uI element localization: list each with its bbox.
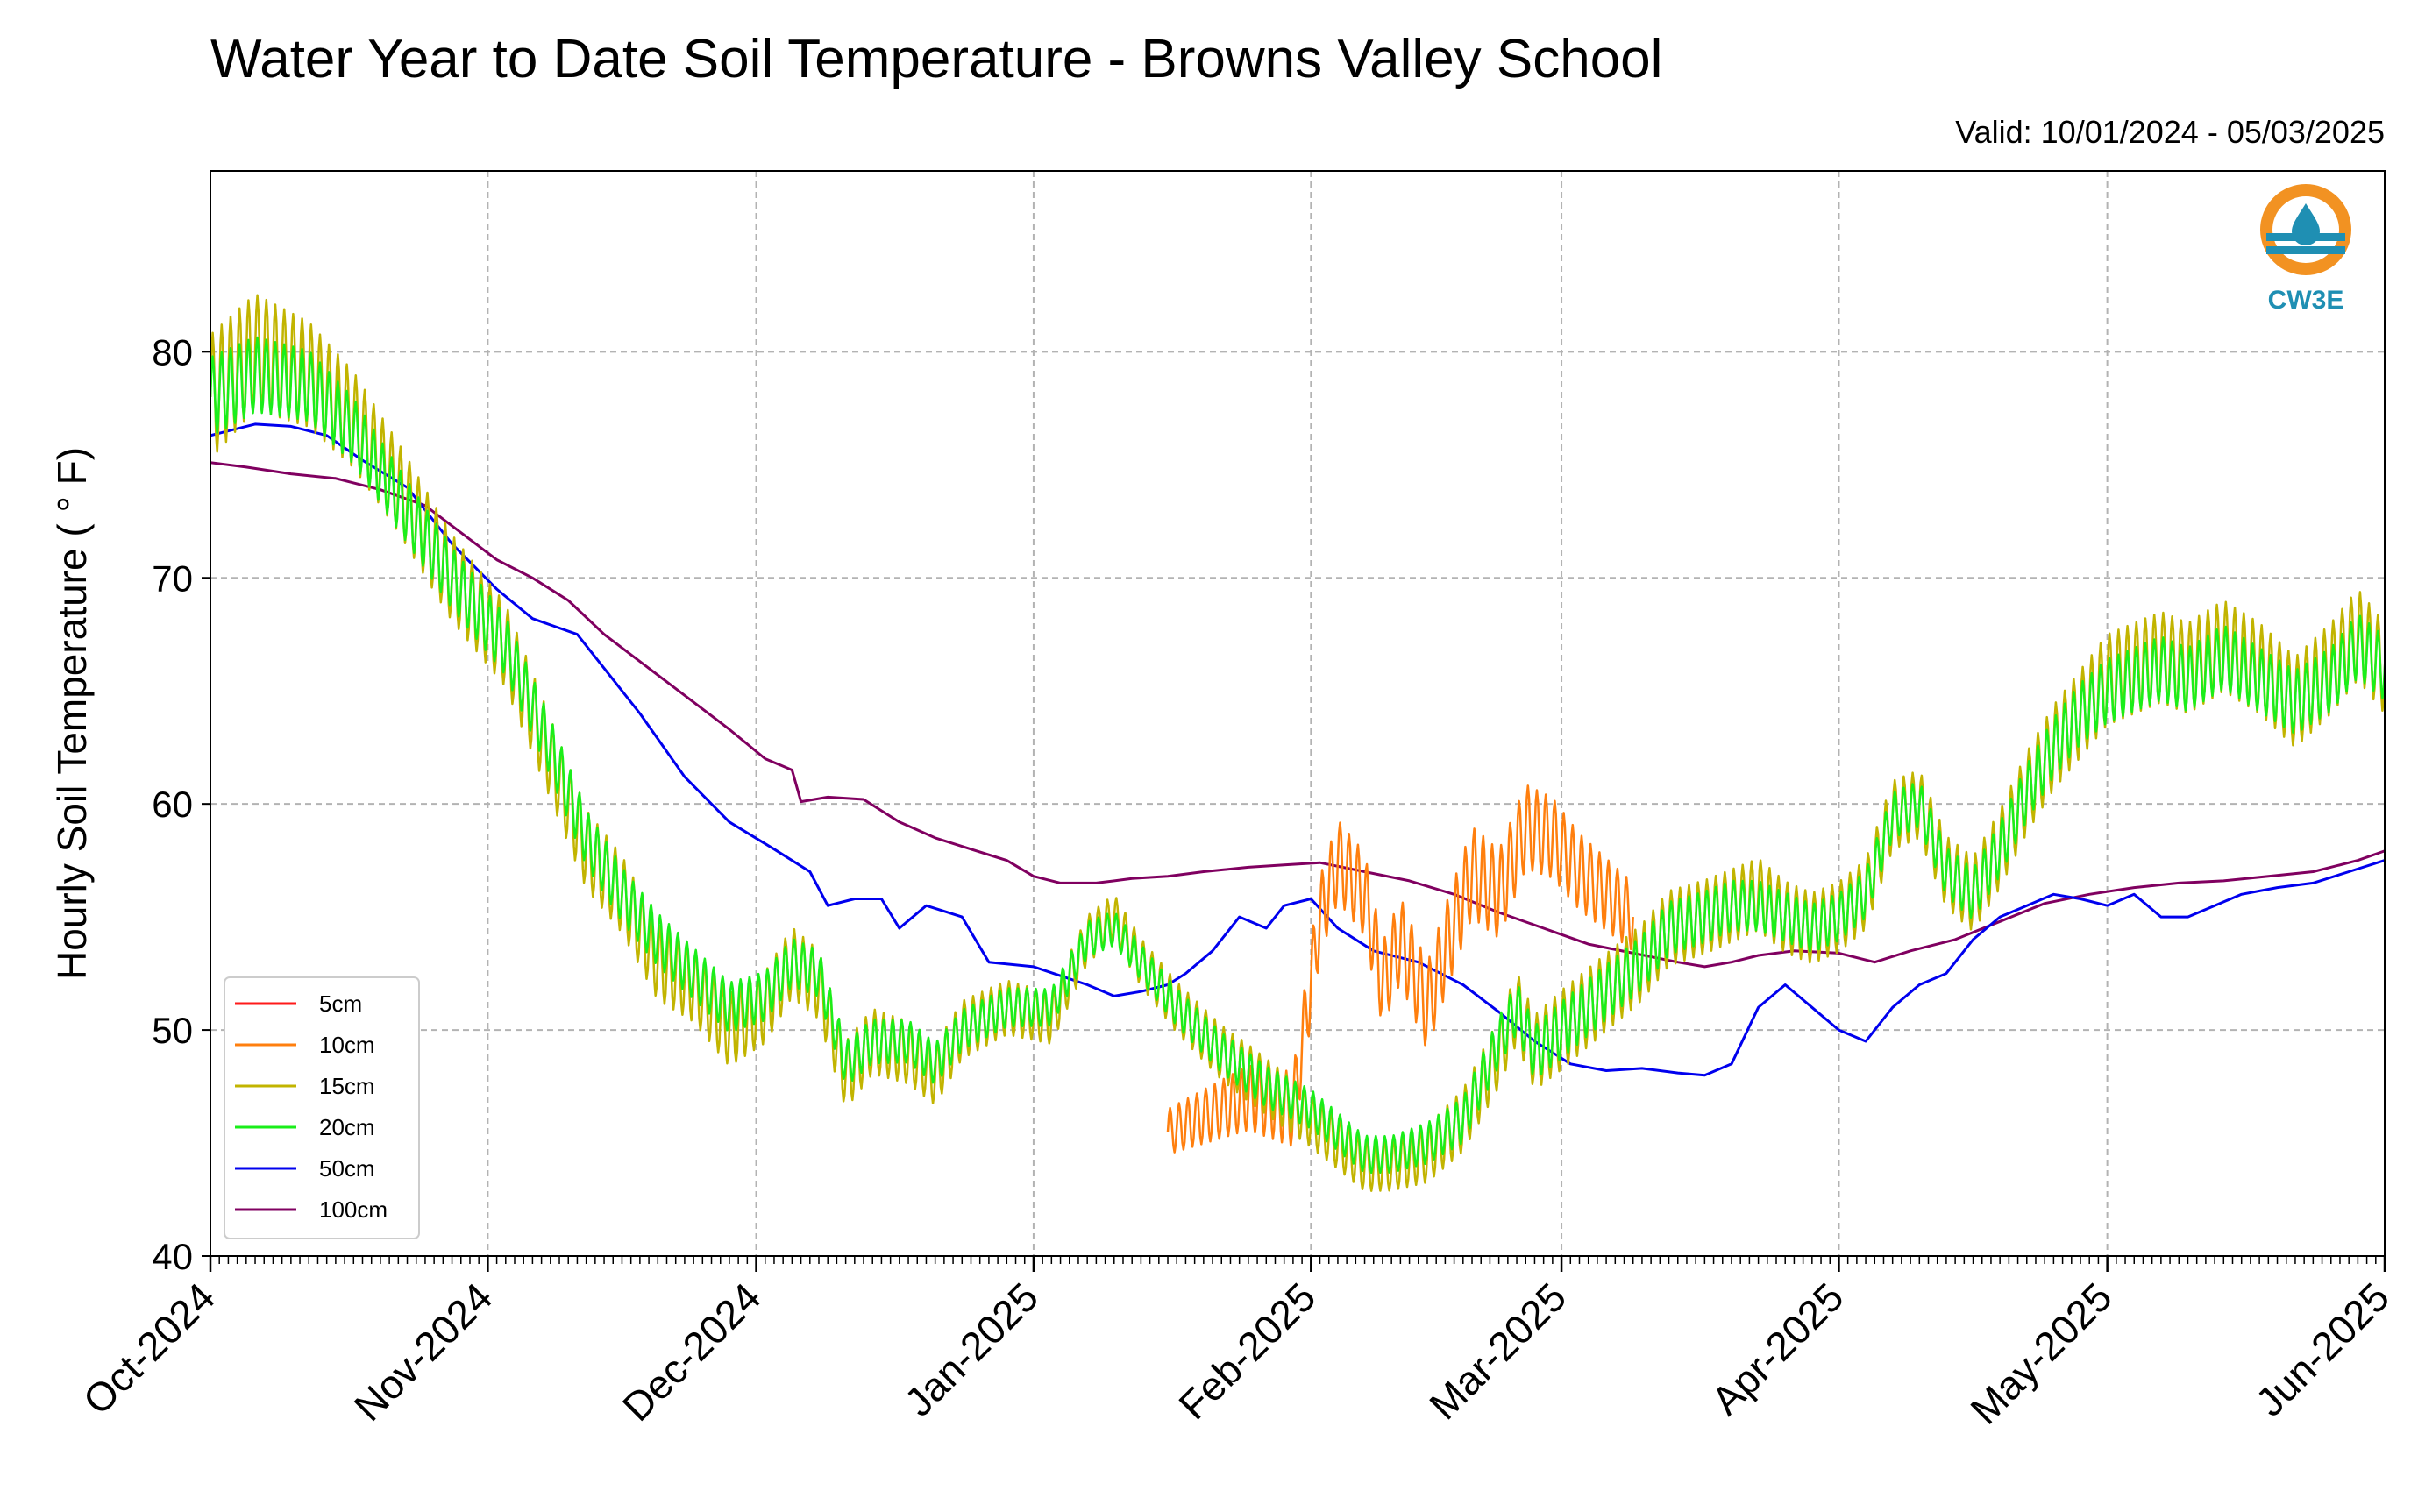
series-layer [210, 294, 2385, 1192]
x-tick-label: Apr-2025 [1703, 1274, 1853, 1423]
y-tick-label: 50 [152, 1010, 193, 1051]
minor-ticks [210, 1256, 2386, 1264]
y-tick-label: 40 [152, 1236, 193, 1277]
y-tick-label: 70 [152, 557, 193, 599]
chart-subtitle: Valid: 10/01/2024 - 05/03/2025 [1955, 114, 2385, 150]
cw3e-logo: CW3E [2260, 184, 2351, 315]
legend-label: 50cm [319, 1155, 375, 1182]
x-tick-label: Feb-2025 [1170, 1274, 1324, 1428]
legend-box [224, 976, 420, 1239]
legend-label: 100cm [319, 1196, 388, 1223]
x-tick-label: Jan-2025 [896, 1274, 1047, 1424]
legend-label: 5cm [319, 990, 362, 1017]
legend: 5cm 10cm 15cm 20cm 50cm 100cm [224, 976, 420, 1239]
series-line-10cm [1166, 784, 1634, 1154]
legend-label: 15cm [319, 1073, 375, 1099]
y-tick-label: 80 [152, 331, 193, 373]
y-tick-label: 60 [152, 784, 193, 825]
x-tick-label: Mar-2025 [1420, 1274, 1575, 1428]
plot-frame [210, 170, 2386, 1257]
logo-text: CW3E [2268, 286, 2344, 315]
y-axis-label: Hourly Soil Temperature ( ° F) [49, 447, 95, 980]
x-tick-label: Dec-2024 [614, 1274, 770, 1430]
water-drop-icon [2292, 203, 2320, 245]
legend-label: 20cm [319, 1114, 375, 1140]
x-tick-label: Jun-2025 [2247, 1274, 2398, 1424]
chart-title: Water Year to Date Soil Temperature - Br… [210, 29, 1662, 89]
x-axis: Oct-2024 Nov-2024 Dec-2024 Jan-2025 Feb-2025… [75, 1256, 2398, 1433]
x-tick-label: Oct-2024 [75, 1274, 224, 1423]
x-tick-label: Nov-2024 [345, 1274, 501, 1430]
x-tick-label: May-2025 [1961, 1274, 2120, 1432]
y-axis: 40 50 60 70 80 [152, 331, 210, 1277]
series-line-20cm [210, 336, 2385, 1175]
series-line-100cm [210, 461, 2385, 969]
legend-label: 10cm [319, 1032, 375, 1058]
series-line-15cm [210, 294, 2385, 1192]
